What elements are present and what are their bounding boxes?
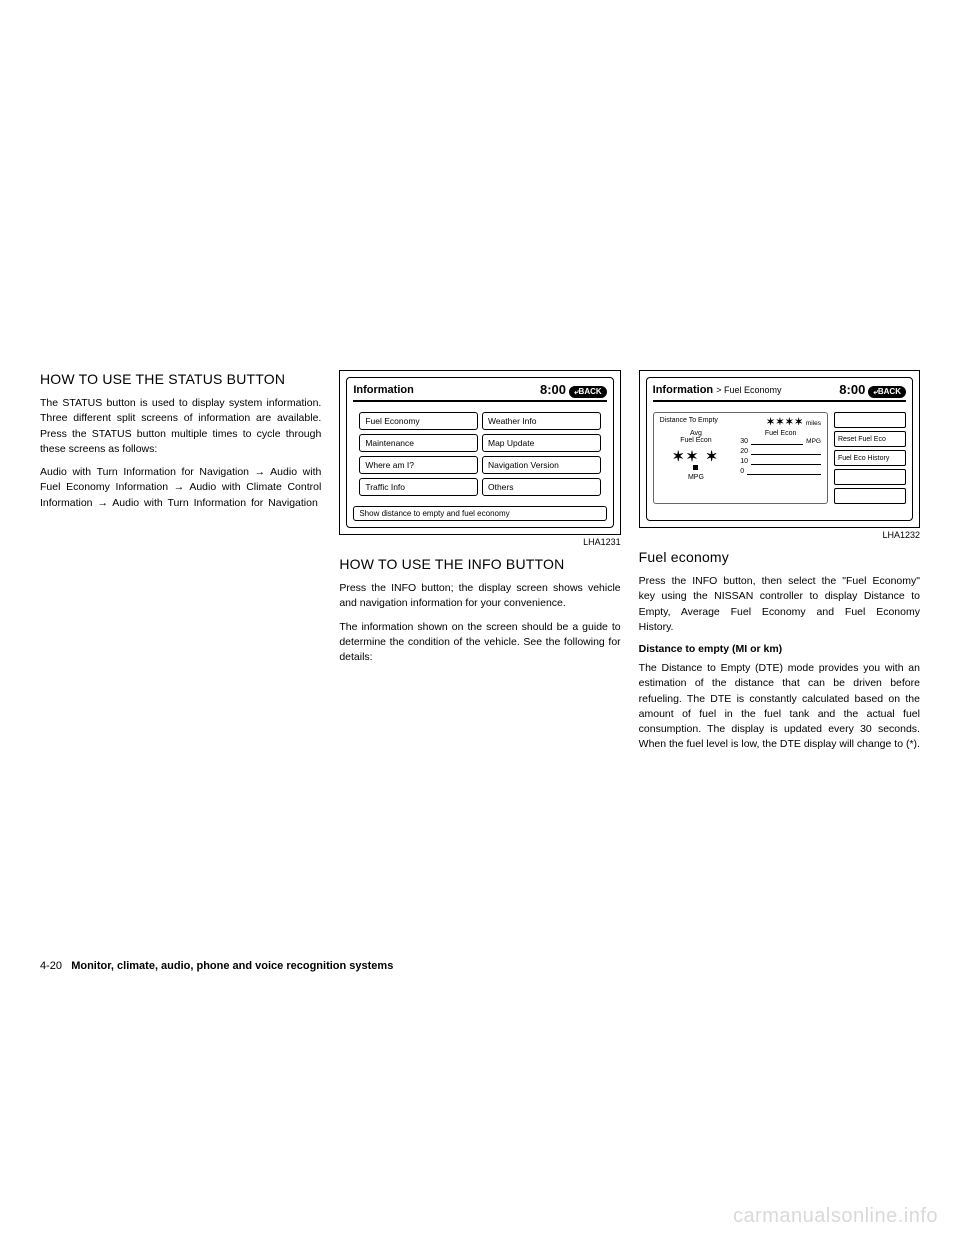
paragraph: The STATUS button is used to display sys… [40, 396, 321, 457]
screen-subtitle: > Fuel Economy [716, 385, 781, 395]
dte-value-wrap: ✶✶✶✶ miles [766, 417, 821, 428]
page-number: 4-20 [40, 960, 62, 972]
paragraph: The information shown on the screen shou… [339, 620, 620, 666]
menu-item-where-am-i[interactable]: Where am I? [359, 456, 478, 474]
column-3: Information > Fuel Economy 8:00 ⤶BACK Di… [639, 370, 920, 760]
column-1: HOW TO USE THE STATUS BUTTON The STATUS … [40, 370, 321, 760]
figure-fuel-economy: Information > Fuel Economy 8:00 ⤶BACK Di… [639, 370, 920, 528]
avg-fuel-block: Avg Fuel Econ ✶✶ ✶ MPG [660, 430, 733, 481]
menu-item-maintenance[interactable]: Maintenance [359, 434, 478, 452]
fuel-gauge-row: Avg Fuel Econ ✶✶ ✶ MPG Fuel Econ 30 MPG 2… [660, 430, 821, 481]
avg-value: ✶✶ ✶ [660, 448, 733, 465]
side-btn-empty-3[interactable] [834, 488, 906, 504]
tick-0: 0 [740, 468, 744, 475]
subheading-dte: Distance to empty (MI or km) [639, 643, 920, 655]
side-btn-history[interactable]: Fuel Eco History [834, 450, 906, 466]
menu-item-map-update[interactable]: Map Update [482, 434, 601, 452]
screen-fuel-economy: Information > Fuel Economy 8:00 ⤶BACK Di… [646, 377, 913, 521]
screen-clock-back: 8:00 ⤶BACK [839, 382, 906, 398]
heading-status-button: HOW TO USE THE STATUS BUTTON [40, 370, 321, 388]
screen-header: Information > Fuel Economy 8:00 ⤶BACK [653, 382, 906, 402]
screen-title: Information [653, 384, 714, 396]
menu-item-others[interactable]: Others [482, 478, 601, 496]
tick-10: 10 [740, 458, 748, 465]
side-btn-empty-2[interactable] [834, 469, 906, 485]
figure-caption: LHA1231 [339, 537, 620, 547]
clock-label: 8:00 [839, 382, 865, 397]
avg-unit: MPG [660, 474, 733, 481]
figure-info-menu: Information 8:00 ⤶BACK Fuel Economy Weat… [339, 370, 620, 535]
tick-30: 30 [740, 438, 748, 445]
column-2: Information 8:00 ⤶BACK Fuel Economy Weat… [339, 370, 620, 760]
heading-info-button: HOW TO USE THE INFO BUTTON [339, 555, 620, 573]
screen-information: Information 8:00 ⤶BACK Fuel Economy Weat… [346, 377, 613, 528]
back-button[interactable]: ⤶BACK [569, 386, 607, 398]
menu-item-fuel-economy[interactable]: Fuel Economy [359, 412, 478, 430]
menu-item-traffic-info[interactable]: Traffic Info [359, 478, 478, 496]
clock-label: 8:00 [540, 382, 566, 397]
chapter-title: Monitor, climate, audio, phone and voice… [71, 960, 393, 972]
bar-label: Fuel Econ [740, 430, 821, 437]
paragraph: Press the INFO button, then select the "… [639, 574, 920, 635]
fuel-side-buttons: Reset Fuel Eco Fuel Eco History [834, 412, 906, 504]
dte-label: Distance To Empty [660, 417, 718, 428]
bar-unit: MPG [806, 438, 821, 445]
paragraph: Audio with Turn Information for Navigati… [40, 465, 321, 511]
paragraph: The Distance to Empty (DTE) mode provide… [639, 661, 920, 752]
page-footer: 4-20 Monitor, climate, audio, phone and … [40, 960, 393, 972]
side-btn-reset[interactable]: Reset Fuel Eco [834, 431, 906, 447]
page-columns: HOW TO USE THE STATUS BUTTON The STATUS … [40, 370, 920, 760]
heading-fuel-economy: Fuel economy [639, 548, 920, 566]
screen-title-wrap: Information > Fuel Economy [653, 384, 782, 396]
screen-clock-back: 8:00 ⤶BACK [540, 382, 607, 398]
avg-label: Avg Fuel Econ [660, 430, 733, 444]
menu-item-nav-version[interactable]: Navigation Version [482, 456, 601, 474]
figure-caption: LHA1232 [639, 530, 920, 540]
tick-20: 20 [740, 448, 748, 455]
screen-footer-text: Show distance to empty and fuel economy [353, 506, 606, 521]
paragraph: Press the INFO button; the display scree… [339, 581, 620, 611]
fuel-economy-body: Distance To Empty ✶✶✶✶ miles Avg Fuel Ec… [653, 408, 906, 514]
marker-icon [693, 465, 698, 470]
dte-row: Distance To Empty ✶✶✶✶ miles [660, 417, 821, 428]
fuel-bar-area: Fuel Econ 30 MPG 20 10 0 [740, 430, 821, 481]
watermark-text: carmanualsonline.info [733, 1205, 938, 1228]
screen-header: Information 8:00 ⤶BACK [353, 382, 606, 402]
dte-value: ✶✶✶✶ [766, 417, 804, 428]
dte-unit: miles [806, 420, 821, 427]
info-menu-grid: Fuel Economy Weather Info Maintenance Ma… [353, 408, 606, 500]
fuel-economy-panel: Distance To Empty ✶✶✶✶ miles Avg Fuel Ec… [653, 412, 828, 504]
side-btn-empty-1[interactable] [834, 412, 906, 428]
screen-title: Information [353, 384, 414, 396]
back-button[interactable]: ⤶BACK [868, 386, 906, 398]
menu-item-weather-info[interactable]: Weather Info [482, 412, 601, 430]
